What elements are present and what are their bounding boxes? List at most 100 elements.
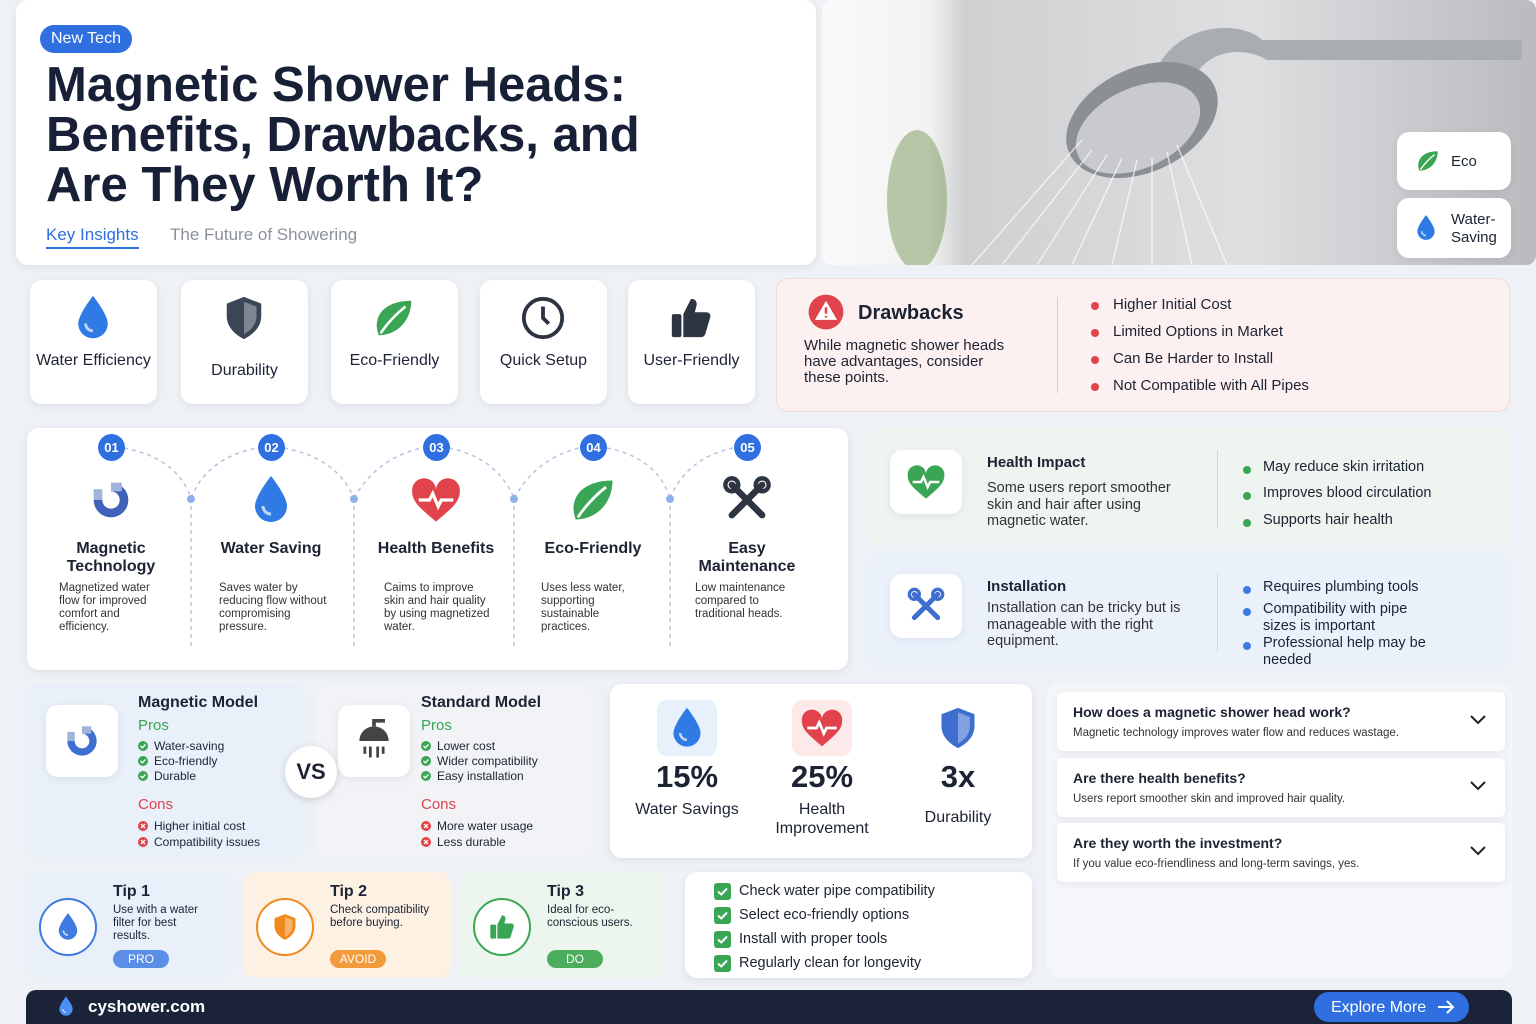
graphic [363,746,385,758]
pro-item: Easy installation [437,769,524,783]
stat-label: Water Savings [635,801,739,818]
graphic [67,731,75,741]
graphic [418,489,454,511]
graphic [421,741,431,751]
graphic [887,130,947,265]
stat-label: Health Improvement [775,801,869,837]
divider [1057,297,1058,393]
tip-tag: PRO [113,950,169,968]
site-name: cyshower.com [88,997,206,1016]
icon [714,955,731,972]
graphic [359,726,389,741]
icon [274,914,296,940]
graphic [958,712,970,744]
tip-title: Tip 2 [330,883,368,900]
step-title: Health Benefits [377,540,495,557]
icon [421,756,431,766]
tip-tag: DO [547,950,603,968]
feature-label: User-Friendly [643,352,740,369]
icon [801,709,843,747]
vs-badge: VS [285,746,337,798]
graphic [140,774,146,779]
checkbox [714,907,731,924]
graphic [1470,780,1486,790]
step-number: 02 [258,434,285,461]
section-title: Drawbacks [858,302,964,324]
bullet [1091,356,1099,364]
faq-item[interactable]: Are there health benefits? Users report s… [1057,757,1505,817]
graphic [93,489,103,500]
stat-value: 3x [940,759,976,794]
step-text: Low maintenance compared to traditional … [695,582,786,620]
cons-label: Cons [421,796,457,813]
graphic [666,495,674,503]
stat-icon [800,706,844,750]
pro-item: Wider compatibility [437,754,538,768]
graphic [717,935,728,944]
hero-tag: Eco [1397,132,1511,190]
icon [521,296,565,340]
explore-button[interactable]: Explore More [1314,992,1469,1022]
icon-box [46,705,118,777]
graphic [490,924,497,939]
faq-question: Are they worth the investment? [1073,835,1283,851]
check-icon [138,756,148,766]
feature-label: Water Efficiency [36,352,151,369]
shower-illustration [887,28,1522,265]
graphic [187,495,674,503]
feature-icon [371,294,417,342]
faq-item[interactable]: How does a magnetic shower head work? Mag… [1057,692,1505,751]
graphic [283,447,355,499]
faq-answer: If you value eco-friendliness and long-t… [1073,858,1360,870]
icon [808,294,844,330]
icon [1470,715,1486,725]
icon [671,298,711,338]
x-icon [421,821,431,831]
pro-item: Durable [154,769,197,783]
pro-item: Water-saving [154,739,225,753]
icon [1470,780,1486,790]
graphic [423,744,429,749]
graphic [423,839,429,845]
icon [421,821,431,831]
icon [138,821,148,831]
graphic [606,447,671,499]
model-icon [352,719,396,763]
faq-item[interactable]: Are they worth the investment? If you val… [1057,823,1505,882]
title-line: Are They Worth It? [46,158,484,212]
tab[interactable]: Key Insights [46,225,139,250]
tip-icon [488,912,516,942]
icon [421,741,431,751]
tab[interactable]: The Future of Showering [170,225,358,244]
model-name: Standard Model [421,694,542,711]
icon-box [890,574,962,638]
title-line: Benefits, Drawbacks, and [46,108,640,162]
divider [1217,574,1218,652]
graphic [1470,715,1486,725]
graphic [285,917,293,937]
graphic [421,771,431,781]
graphic [423,759,429,764]
icon [714,907,731,924]
tip-card: Tip 1 Use with a water filter for best re… [26,872,234,978]
icon [59,996,73,1016]
pro-item: Lower cost [437,739,496,753]
icon [1418,151,1438,171]
graphic [671,314,682,338]
graphic [1176,144,1228,265]
faq-answer: Magnetic technology improves water flow … [1073,727,1400,739]
title-line: Magnetic Shower Heads: [46,58,626,112]
model-name: Magnetic Model [138,694,259,711]
graphic [907,587,921,601]
icon [714,931,731,948]
drawbacks-card: Drawbacks While magnetic shower heads ha… [776,278,1510,412]
feature-label: Eco-Friendly [349,352,440,369]
step-text: Magnetized water flow for improved comfo… [59,582,150,633]
graphic [62,1008,67,1013]
checkbox [714,955,731,972]
footer: cyshower.com Explore More [26,990,1512,1024]
icon [67,726,97,756]
tip-card: Tip 3 Ideal for eco-conscious users. DO [460,872,668,978]
drawback-item: Limited Options in Market [1113,323,1284,340]
